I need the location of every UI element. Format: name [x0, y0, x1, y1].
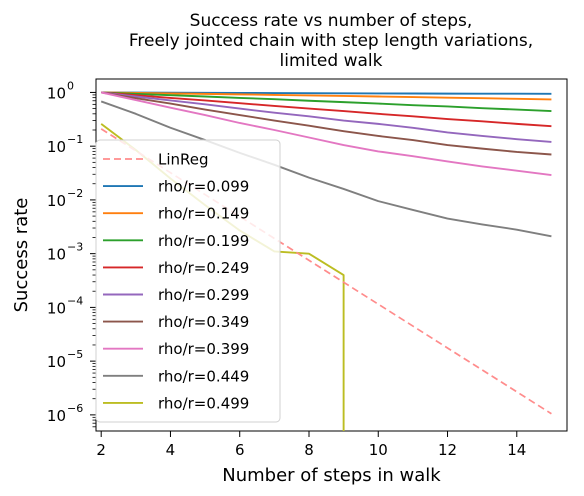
x-tick-label: 2: [96, 441, 106, 459]
y-tick-label: 10: [47, 84, 66, 102]
chart-title: Success rate vs number of steps,Freely j…: [129, 11, 533, 71]
y-tick-exponent: −1: [67, 133, 83, 146]
legend-label: LinReg: [158, 151, 209, 169]
legend-label: rho/r=0.099: [158, 178, 249, 196]
y-tick-exponent: −5: [67, 348, 83, 361]
y-tick-exponent: 0: [67, 79, 74, 92]
y-tick-label: 10: [47, 246, 66, 264]
y-tick-label: 10: [47, 192, 66, 210]
y-tick-exponent: −2: [67, 187, 83, 200]
legend-label: rho/r=0.349: [158, 313, 249, 331]
x-tick-label: 4: [166, 441, 176, 459]
x-tick-label: 12: [438, 441, 457, 459]
legend-box: [95, 139, 281, 423]
y-tick-label: 10: [47, 138, 66, 156]
series-line-rho-r-0-299: [101, 91, 552, 143]
x-tick-label: 14: [507, 441, 526, 459]
legend-label: rho/r=0.399: [158, 340, 249, 358]
series-lines: [100, 91, 552, 431]
y-tick-label: 10: [47, 353, 66, 371]
legend-label: rho/r=0.499: [158, 394, 249, 412]
series-line-rho-r-0-399: [100, 91, 552, 177]
series-line-rho-r-0-449: [100, 100, 552, 238]
y-tick-exponent: −4: [67, 294, 83, 307]
legend-label: rho/r=0.299: [158, 286, 249, 304]
legend-label: rho/r=0.449: [158, 367, 249, 385]
series-line-rho-r-0-349: [101, 91, 552, 156]
title-line-3: limited walk: [280, 51, 383, 71]
y-axis-label: Success rate: [11, 198, 32, 313]
legend-label: rho/r=0.149: [158, 205, 249, 223]
series-line-rho-r-0-199: [101, 91, 552, 113]
series-line-rho-r-0-149: [101, 91, 552, 101]
y-tick-exponent: −3: [67, 241, 83, 254]
x-axis-label: Number of steps in walk: [222, 465, 441, 486]
y-tick-exponent: −6: [67, 402, 83, 415]
y-tick-label: 10: [47, 407, 66, 425]
legend-label: rho/r=0.249: [158, 259, 249, 277]
legend-label: rho/r=0.199: [158, 232, 249, 250]
y-tick-label: 10: [47, 299, 66, 317]
series-line-rho-r-0-249: [101, 91, 552, 128]
legend: LinReg rho/r=0.099 rho/r=0.149 rho/r=0.199 r…: [95, 139, 281, 423]
x-tick-label: 8: [304, 441, 314, 459]
x-tick-label: 6: [235, 441, 245, 459]
title-line-2: Freely jointed chain with step length va…: [129, 31, 533, 51]
title-line-1: Success rate vs number of steps,: [190, 11, 473, 31]
x-tick-label: 10: [369, 441, 388, 459]
